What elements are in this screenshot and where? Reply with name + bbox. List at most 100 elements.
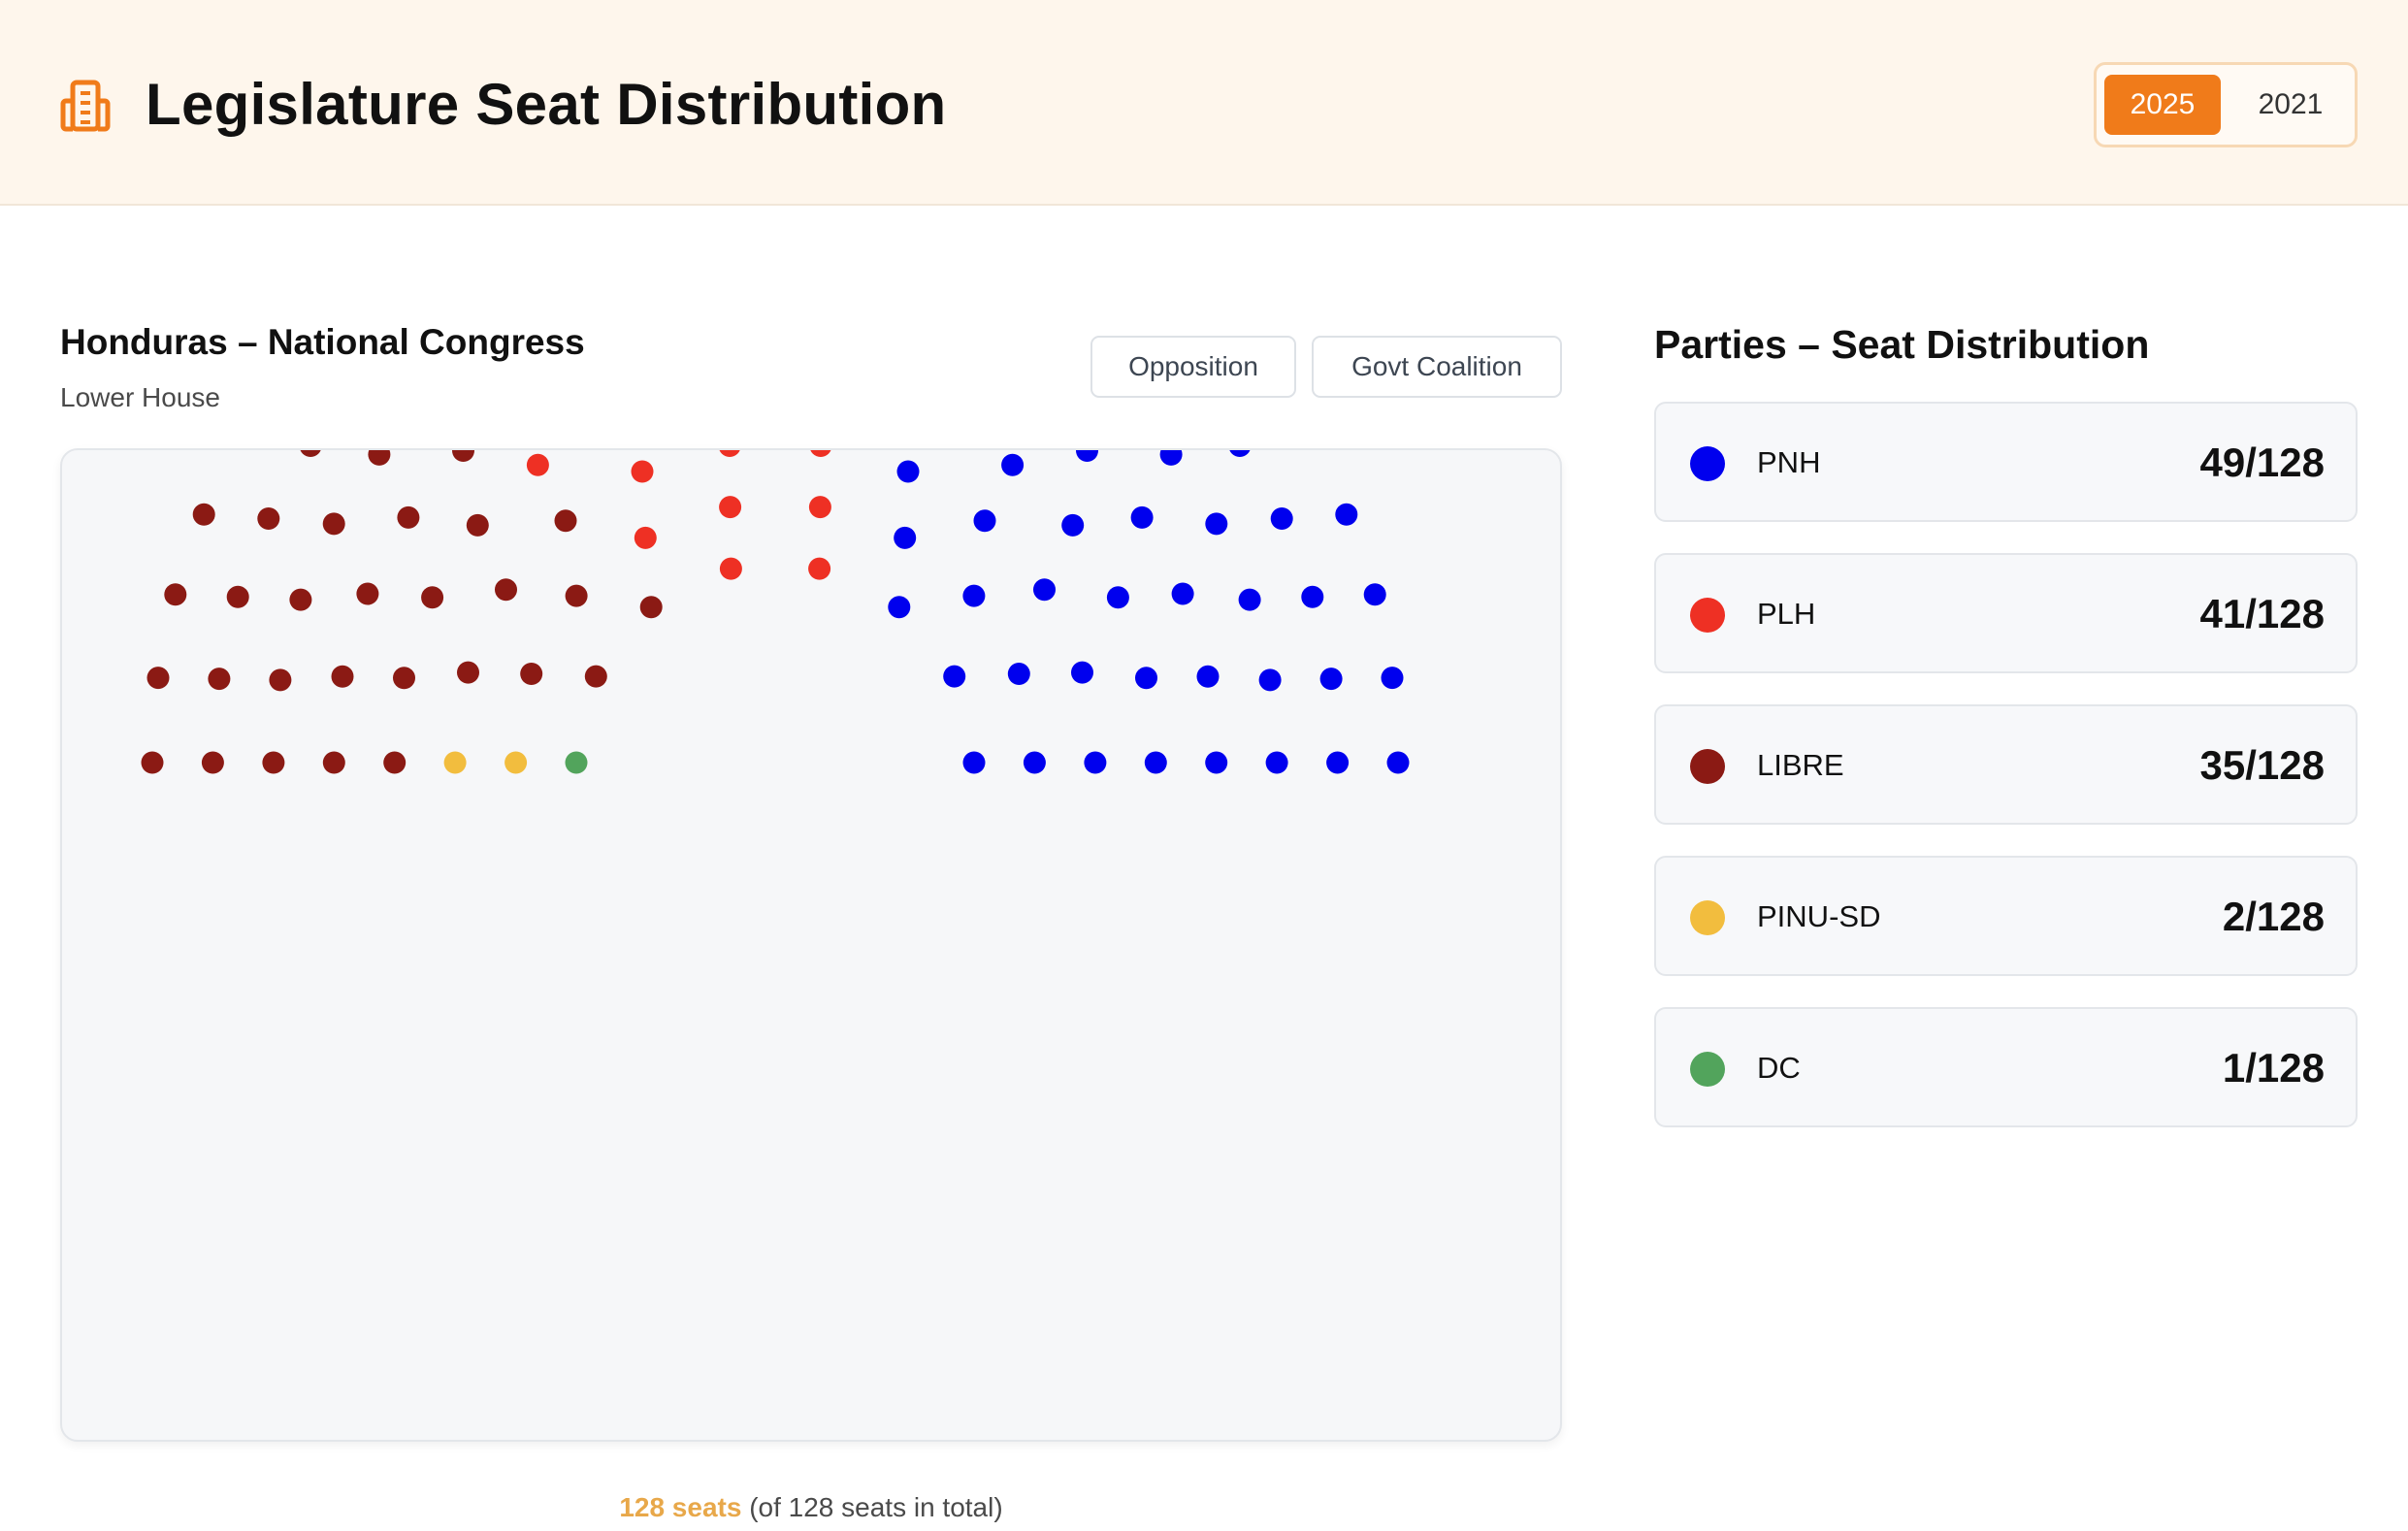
- app-header: Legislature Seat Distribution 2025 2021: [0, 0, 2408, 206]
- seat-libre: [383, 751, 407, 774]
- party-name: PNH: [1757, 445, 1821, 479]
- party-color-dot: [1690, 900, 1725, 935]
- party-card-dc[interactable]: DC 1/128: [1654, 1007, 2358, 1127]
- party-name: LIBRE: [1757, 748, 1844, 782]
- seat-plh: [634, 526, 657, 549]
- seat-libre: [393, 667, 415, 690]
- seat-pnh: [1229, 450, 1251, 457]
- seat-libre: [257, 507, 280, 530]
- seat-plh: [719, 450, 740, 457]
- seat-pnh: [1106, 586, 1129, 609]
- party-color-dot: [1690, 1052, 1725, 1087]
- seat-pnh: [1130, 505, 1154, 529]
- party-name: PLH: [1757, 597, 1816, 631]
- party-seats: 41/128: [2199, 591, 2325, 636]
- seat-libre: [331, 665, 354, 688]
- opposition-filter-button[interactable]: Opposition: [1090, 336, 1296, 398]
- seat-libre: [201, 751, 224, 774]
- seats-total: 128 seats (of 128 seats in total): [0, 1490, 1622, 1525]
- page-title: Legislature Seat Distribution: [146, 72, 947, 137]
- parliament-chart: [60, 448, 1562, 1442]
- seat-pnh: [962, 751, 986, 774]
- seat-libre: [397, 505, 420, 529]
- seat-pnh: [1205, 751, 1228, 774]
- seat-libre: [457, 661, 479, 684]
- seat-pnh: [1363, 583, 1386, 606]
- seat-dc: [565, 751, 588, 774]
- seat-pnh: [1326, 751, 1350, 774]
- seat-plh: [808, 557, 831, 580]
- seat-plh: [526, 453, 549, 476]
- seat-pnh: [1159, 450, 1183, 466]
- seat-pnh: [1076, 450, 1098, 462]
- seat-pnh: [1007, 663, 1030, 685]
- seat-pnh: [1135, 667, 1157, 690]
- seat-libre: [421, 586, 444, 609]
- govt-coalition-filter-button[interactable]: Govt Coalition: [1312, 336, 1562, 398]
- seat-plh: [719, 557, 742, 580]
- party-color-dot: [1690, 598, 1725, 633]
- seat-pnh: [1381, 667, 1404, 690]
- seat-libre: [322, 751, 345, 774]
- seat-pnh: [962, 584, 986, 607]
- seat-libre: [289, 588, 312, 611]
- seat-libre: [565, 584, 588, 607]
- seat-libre: [466, 513, 489, 537]
- seat-pnh: [1196, 665, 1220, 688]
- seat-pnh: [1171, 582, 1194, 605]
- year-2021-button[interactable]: 2021: [2232, 75, 2349, 135]
- party-card-pinu-sd[interactable]: PINU-SD 2/128: [1654, 856, 2358, 976]
- chamber-title: Honduras – National Congress: [60, 322, 585, 362]
- seat-libre: [452, 450, 474, 462]
- seat-plh: [719, 496, 742, 519]
- party-seats: 1/128: [2222, 1045, 2325, 1091]
- party-seats: 2/128: [2222, 894, 2325, 939]
- seat-pnh: [1270, 507, 1293, 530]
- seat-pnh: [1144, 751, 1167, 774]
- seat-pnh: [973, 509, 996, 533]
- hemicycle-svg: [141, 450, 1410, 774]
- year-toggle: 2025 2021: [2094, 62, 2358, 147]
- seat-plh: [808, 496, 831, 519]
- seat-libre: [226, 585, 249, 608]
- party-name: DC: [1757, 1051, 1801, 1085]
- seat-pnh: [1061, 513, 1085, 537]
- seat-pnh: [1001, 453, 1025, 476]
- seat-pnh: [1265, 751, 1288, 774]
- year-2025-button[interactable]: 2025: [2104, 75, 2221, 135]
- seat-libre: [269, 668, 292, 692]
- seat-libre: [300, 450, 321, 457]
- seats-count: 128 seats: [619, 1492, 742, 1522]
- seat-pnh: [1023, 751, 1046, 774]
- seat-pnh: [1301, 585, 1324, 608]
- seat-pnh: [1386, 751, 1410, 774]
- seat-pnh: [1033, 578, 1056, 602]
- seat-pnh: [1084, 751, 1107, 774]
- building-icon: [60, 80, 111, 132]
- party-card-libre[interactable]: LIBRE 35/128: [1654, 704, 2358, 825]
- seat-libre: [192, 503, 215, 526]
- seat-pnh: [1238, 588, 1261, 611]
- seat-libre: [554, 509, 577, 533]
- party-color-dot: [1690, 446, 1725, 481]
- seat-pnh: [896, 460, 920, 483]
- seat-libre: [495, 578, 517, 602]
- parties-panel-title: Parties – Seat Distribution: [1654, 322, 2150, 367]
- party-list: PNH 49/128 PLH 41/128 LIBRE 35/128 PINU-…: [1654, 402, 2358, 1158]
- seat-libre: [639, 596, 663, 619]
- party-card-plh[interactable]: PLH 41/128: [1654, 553, 2358, 673]
- seats-total-note: (of 128 seats in total): [749, 1492, 1003, 1522]
- seat-libre: [146, 667, 170, 690]
- seat-pnh: [1071, 661, 1093, 684]
- seat-pinu-sd: [443, 751, 467, 774]
- party-card-pnh[interactable]: PNH 49/128: [1654, 402, 2358, 522]
- seat-libre: [520, 663, 543, 685]
- seat-pnh: [888, 596, 911, 619]
- seat-libre: [584, 665, 607, 688]
- seat-libre: [262, 751, 285, 774]
- seat-pnh: [1205, 512, 1228, 536]
- seat-plh: [810, 450, 831, 457]
- seat-libre: [141, 751, 164, 774]
- seat-pnh: [1258, 668, 1282, 692]
- party-seats: 49/128: [2199, 440, 2325, 485]
